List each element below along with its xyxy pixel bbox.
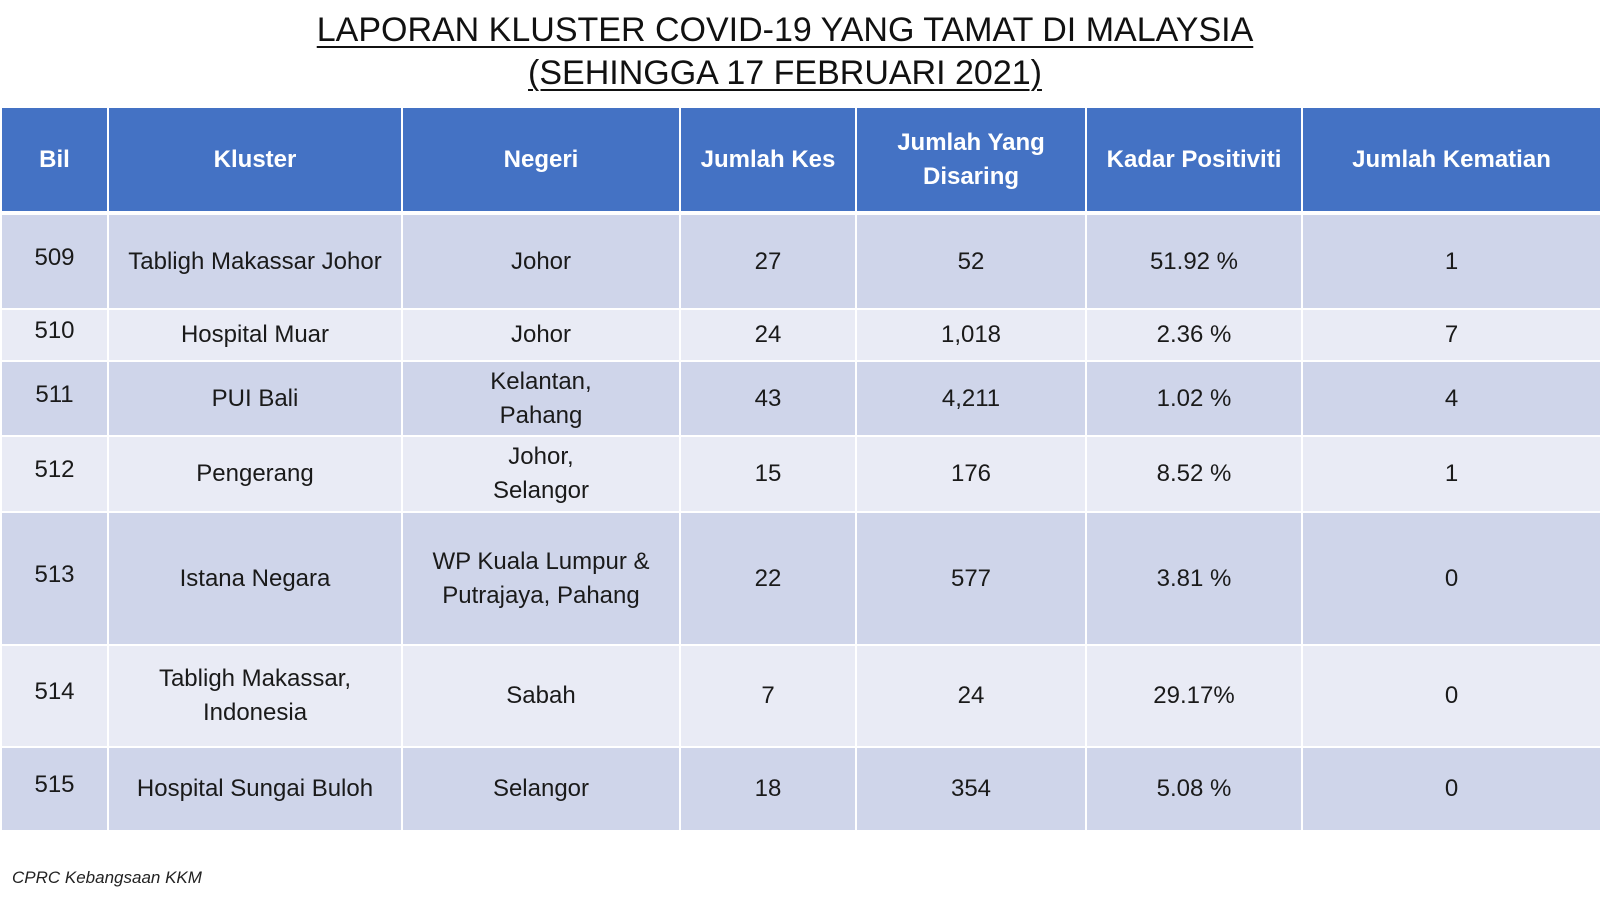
cell-jumlah-kematian: 0	[1301, 746, 1600, 832]
cell-kadar-positiviti: 29.17%	[1085, 644, 1303, 748]
cell-jumlah-kematian: 1	[1301, 212, 1600, 310]
cell-negeri: WP Kuala Lumpur & Putrajaya, Pahang	[401, 511, 681, 646]
cell-kluster: Tabligh Makassar Johor	[107, 212, 403, 310]
cell-kluster: Istana Negara	[107, 511, 403, 646]
cell-negeri: Selangor	[401, 746, 681, 832]
cell-jumlah-disaring: 176	[855, 435, 1087, 513]
cell-bil: 515	[0, 746, 109, 832]
cell-jumlah-disaring: 577	[855, 511, 1087, 646]
cell-jumlah-kematian: 0	[1301, 511, 1600, 646]
cell-jumlah-kes: 15	[679, 435, 857, 513]
cell-bil: 513	[0, 511, 109, 646]
cell-kadar-positiviti: 51.92 %	[1085, 212, 1303, 310]
cluster-table: Bil Kluster Negeri Jumlah Kes Jumlah Yan…	[0, 106, 1600, 832]
header-jumlah-kes: Jumlah Kes	[679, 106, 857, 215]
cell-bil: 512	[0, 435, 109, 513]
cell-jumlah-kes: 18	[679, 746, 857, 832]
cell-bil: 511	[0, 360, 109, 437]
cell-negeri: Johor, Selangor	[401, 435, 681, 513]
cell-jumlah-disaring: 4,211	[855, 360, 1087, 437]
table-row: 512 Pengerang Johor, Selangor 15 176 8.5…	[0, 435, 1600, 513]
cell-kadar-positiviti: 8.52 %	[1085, 435, 1303, 513]
cell-kluster: Pengerang	[107, 435, 403, 513]
report-title: LAPORAN KLUSTER COVID-19 YANG TAMAT DI M…	[316, 11, 1254, 49]
header-jumlah-kematian: Jumlah Kematian	[1301, 106, 1600, 215]
table-header-row: Bil Kluster Negeri Jumlah Kes Jumlah Yan…	[0, 106, 1600, 215]
cell-jumlah-disaring: 354	[855, 746, 1087, 832]
table-row: 513 Istana Negara WP Kuala Lumpur & Putr…	[0, 511, 1600, 646]
cell-kadar-positiviti: 5.08 %	[1085, 746, 1303, 832]
cell-jumlah-kematian: 0	[1301, 644, 1600, 748]
header-kluster: Kluster	[107, 106, 403, 215]
cell-jumlah-kes: 22	[679, 511, 857, 646]
cell-bil: 509	[0, 212, 109, 310]
cell-jumlah-disaring: 24	[855, 644, 1087, 748]
cell-jumlah-kematian: 4	[1301, 360, 1600, 437]
header-kadar-positiviti: Kadar Positiviti	[1085, 106, 1303, 215]
cell-kadar-positiviti: 3.81 %	[1085, 511, 1303, 646]
cell-negeri: Sabah	[401, 644, 681, 748]
header-negeri: Negeri	[401, 106, 681, 215]
cell-kluster: Hospital Sungai Buloh	[107, 746, 403, 832]
cell-jumlah-kes: 27	[679, 212, 857, 310]
header-jumlah-disaring: Jumlah Yang Disaring	[855, 106, 1087, 215]
cell-bil: 514	[0, 644, 109, 748]
cell-negeri: Kelantan, Pahang	[401, 360, 681, 437]
cell-kluster: PUI Bali	[107, 360, 403, 437]
cell-jumlah-kematian: 7	[1301, 308, 1600, 362]
table-row: 515 Hospital Sungai Buloh Selangor 18 35…	[0, 746, 1600, 832]
cell-jumlah-disaring: 1,018	[855, 308, 1087, 362]
cell-jumlah-disaring: 52	[855, 212, 1087, 310]
header-bil: Bil	[0, 106, 109, 215]
cell-jumlah-kes: 43	[679, 360, 857, 437]
cell-negeri: Johor	[401, 212, 681, 310]
cell-jumlah-kes: 7	[679, 644, 857, 748]
cell-kluster: Hospital Muar	[107, 308, 403, 362]
table-row: 511 PUI Bali Kelantan, Pahang 43 4,211 1…	[0, 360, 1600, 437]
cell-jumlah-kematian: 1	[1301, 435, 1600, 513]
cell-jumlah-kes: 24	[679, 308, 857, 362]
cell-bil: 510	[0, 308, 109, 362]
cell-kluster: Tabligh Makassar, Indonesia	[107, 644, 403, 748]
table-row: 510 Hospital Muar Johor 24 1,018 2.36 % …	[0, 308, 1600, 362]
table-row: 509 Tabligh Makassar Johor Johor 27 52 5…	[0, 212, 1600, 310]
cell-kadar-positiviti: 1.02 %	[1085, 360, 1303, 437]
cell-negeri: Johor	[401, 308, 681, 362]
report-subtitle-date: (SEHINGGA 17 FEBRUARI 2021)	[528, 54, 1042, 92]
cell-kadar-positiviti: 2.36 %	[1085, 308, 1303, 362]
source-note: CPRC Kebangsaan KKM	[12, 868, 202, 887]
table-row: 514 Tabligh Makassar, Indonesia Sabah 7 …	[0, 644, 1600, 748]
